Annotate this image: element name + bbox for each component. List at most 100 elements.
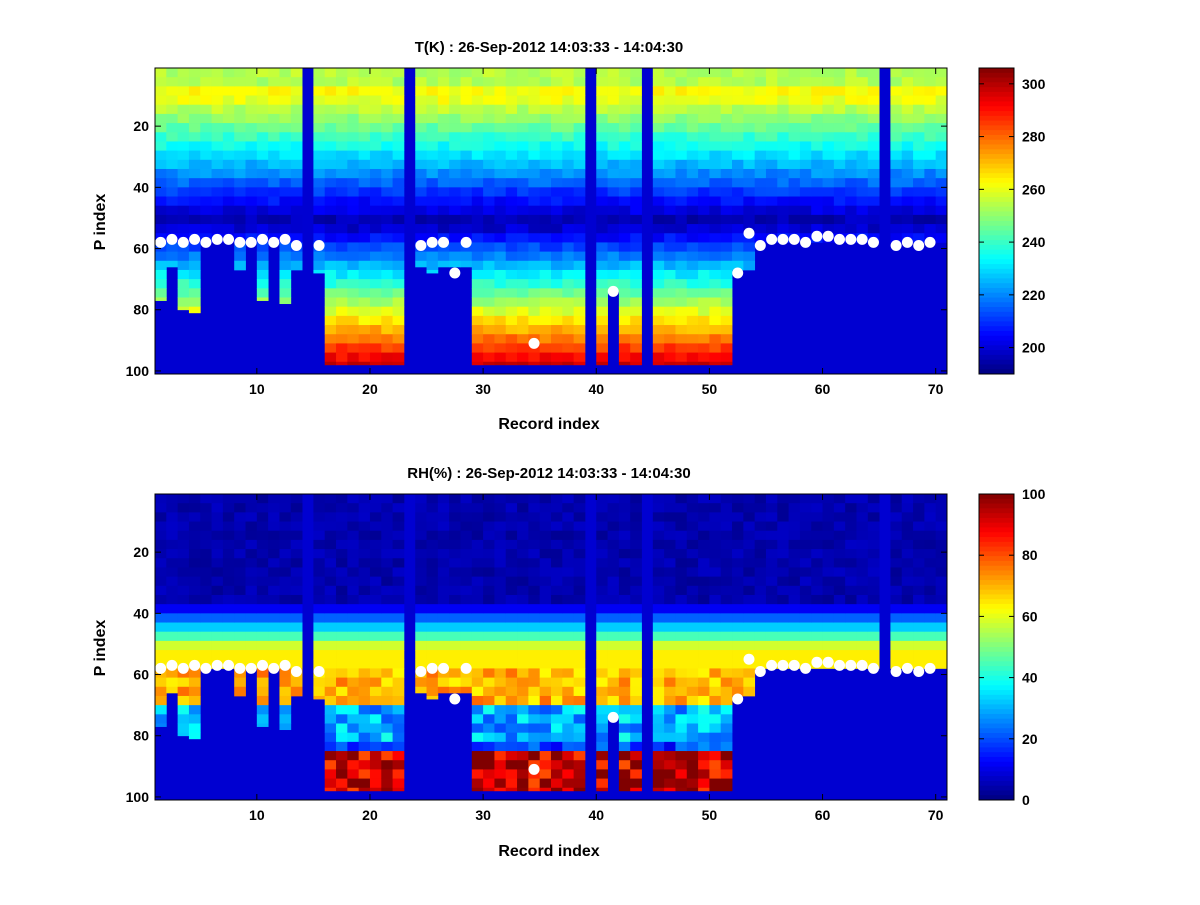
heatmap-cell bbox=[177, 95, 190, 106]
colorbar-segment bbox=[979, 72, 1014, 79]
heatmap-cell bbox=[913, 77, 925, 87]
heatmap-cell bbox=[720, 787, 733, 792]
heatmap-cell bbox=[155, 567, 167, 578]
heatmap-cell bbox=[845, 68, 857, 78]
heatmap-cell bbox=[471, 503, 484, 513]
colorbar-tick-label: 300 bbox=[1022, 76, 1046, 92]
heatmap-cell bbox=[720, 123, 733, 133]
heatmap-cell bbox=[166, 594, 179, 605]
heatmap-cell bbox=[901, 68, 914, 78]
heatmap-cell bbox=[833, 521, 846, 532]
colorbar-segment bbox=[979, 785, 1014, 791]
heatmap-cell bbox=[562, 297, 575, 308]
heatmap-cell bbox=[437, 178, 450, 188]
heatmap-cell bbox=[177, 521, 190, 532]
heatmap-cell bbox=[607, 705, 620, 715]
heatmap-cell bbox=[618, 343, 631, 353]
heatmap-cell bbox=[709, 141, 722, 152]
heatmap-cell bbox=[324, 113, 337, 124]
colorbar-segment bbox=[979, 747, 1014, 753]
heatmap-cell bbox=[426, 77, 439, 87]
heatmap-cell bbox=[664, 159, 676, 170]
heatmap-cell bbox=[324, 178, 337, 188]
heatmap-cell bbox=[505, 168, 518, 179]
heatmap-cell bbox=[188, 604, 201, 614]
heatmap-cell bbox=[415, 650, 427, 660]
heatmap-cell bbox=[256, 251, 269, 262]
heatmap-cell bbox=[200, 576, 212, 587]
marker-point bbox=[223, 233, 235, 245]
heatmap-cell bbox=[551, 640, 563, 651]
heatmap-cell bbox=[313, 567, 326, 578]
heatmap-cell bbox=[358, 260, 371, 271]
heatmap-cell bbox=[313, 640, 326, 651]
heatmap-cell bbox=[268, 224, 280, 234]
heatmap-cell bbox=[471, 159, 484, 170]
heatmap-cell bbox=[188, 503, 201, 513]
heatmap-cell bbox=[437, 205, 450, 216]
heatmap-cell bbox=[471, 95, 484, 106]
heatmap-cell bbox=[245, 214, 258, 225]
heatmap-cell bbox=[324, 269, 337, 280]
heatmap-cell bbox=[336, 77, 348, 87]
marker-point bbox=[234, 236, 246, 248]
heatmap-cell bbox=[856, 150, 869, 161]
heatmap-cell bbox=[358, 343, 371, 353]
heatmap-cell bbox=[347, 205, 360, 216]
heatmap-cell bbox=[652, 778, 665, 789]
heatmap-cell bbox=[675, 631, 688, 642]
heatmap-cell bbox=[494, 168, 507, 179]
marker-point bbox=[449, 693, 461, 705]
heatmap-cell bbox=[732, 494, 744, 504]
heatmap-cell bbox=[664, 242, 676, 252]
heatmap-cell bbox=[551, 686, 563, 697]
heatmap-cell bbox=[369, 297, 382, 308]
colorbar-tick-label: 200 bbox=[1022, 340, 1046, 356]
heatmap-cell bbox=[652, 141, 665, 152]
heatmap-cell bbox=[630, 558, 642, 568]
heatmap-cell bbox=[856, 168, 869, 179]
heatmap-cell bbox=[811, 576, 823, 587]
heatmap-cell bbox=[596, 315, 608, 326]
heatmap-cell bbox=[675, 714, 688, 724]
heatmap-cell bbox=[573, 521, 586, 532]
heatmap-cell bbox=[743, 613, 756, 623]
heatmap-cell bbox=[528, 585, 541, 596]
heatmap-cell bbox=[155, 251, 167, 262]
heatmap-cell bbox=[698, 113, 710, 124]
heatmap-cell bbox=[256, 604, 269, 614]
heatmap-cell bbox=[833, 168, 846, 179]
heatmap-cell bbox=[652, 787, 665, 792]
heatmap-cell bbox=[607, 594, 620, 605]
heatmap-cell bbox=[675, 233, 688, 243]
heatmap-cell bbox=[562, 288, 575, 298]
heatmap-cell bbox=[664, 178, 676, 188]
heatmap-cell bbox=[754, 205, 767, 216]
heatmap-cell bbox=[505, 521, 518, 532]
heatmap-cell bbox=[777, 567, 789, 578]
heatmap-cell bbox=[460, 251, 473, 262]
heatmap-cell bbox=[652, 224, 665, 234]
heatmap-cell bbox=[200, 132, 212, 142]
heatmap-cell bbox=[811, 530, 823, 541]
heatmap-cell bbox=[720, 361, 733, 366]
marker-point bbox=[268, 236, 280, 248]
heatmap-cell bbox=[901, 539, 914, 550]
heatmap-cell bbox=[369, 594, 382, 605]
heatmap-cell bbox=[483, 576, 495, 587]
heatmap-cell bbox=[709, 741, 722, 752]
heatmap-cell bbox=[347, 741, 360, 752]
heatmap-cell bbox=[867, 549, 880, 559]
heatmap-cell bbox=[471, 769, 484, 779]
heatmap-cell bbox=[505, 260, 518, 271]
heatmap-cell bbox=[200, 640, 212, 651]
heatmap-cell bbox=[788, 150, 801, 161]
heatmap-cell bbox=[777, 503, 789, 513]
heatmap-cell bbox=[415, 68, 427, 78]
heatmap-cell bbox=[720, 104, 733, 115]
heatmap-cell bbox=[381, 576, 393, 587]
heatmap-cell bbox=[392, 778, 405, 789]
heatmap-cell bbox=[686, 288, 699, 298]
heatmap-cell bbox=[392, 68, 405, 78]
heatmap-cell bbox=[720, 714, 733, 724]
